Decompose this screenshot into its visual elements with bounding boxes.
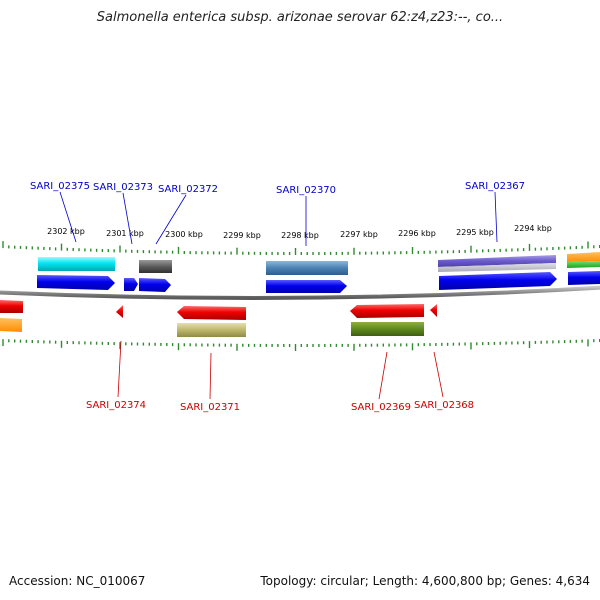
gene-label[interactable]: SARI_02369 (351, 402, 411, 413)
gene-label[interactable]: SARI_02367 (465, 181, 525, 192)
gene-block-steel-blue[interactable] (266, 261, 348, 275)
leader-line (378, 351, 388, 400)
gene-block-dark-gray[interactable] (139, 260, 172, 273)
gene-block-green[interactable] (567, 261, 600, 268)
scale-labels: 2302 kbp 2301 kbp 2300 kbp 2299 kbp 2298… (47, 224, 552, 240)
gene-label[interactable]: SARI_02373 (93, 182, 153, 193)
gene-arrow-forward[interactable] (568, 271, 600, 285)
scale-label: 2301 kbp (106, 229, 144, 238)
gene-arrow-forward[interactable] (439, 272, 557, 290)
gene-arrow-reverse[interactable] (430, 304, 437, 317)
leader-line (209, 352, 212, 400)
leader-line (433, 351, 444, 398)
topology-text: Topology: circular; Length: 4,600,800 bp… (260, 574, 590, 588)
scale-label: 2300 kbp (165, 230, 203, 239)
upper-feature-track (38, 252, 600, 275)
gene-arrow-forward[interactable] (124, 278, 138, 291)
gene-label[interactable]: SARI_02371 (180, 402, 240, 413)
gene-block-olive[interactable] (351, 322, 424, 336)
leader-line (494, 191, 498, 243)
gene-arrow-reverse[interactable] (116, 305, 123, 318)
gene-arrow-reverse[interactable] (177, 306, 246, 320)
scale-label: 2295 kbp (456, 228, 494, 237)
gene-label[interactable]: SARI_02375 (30, 181, 90, 192)
leader-line (155, 194, 187, 245)
accession-text: Accession: NC_010067 (9, 574, 146, 588)
gene-block-orange[interactable] (0, 318, 22, 332)
gene-label[interactable]: SARI_02370 (276, 185, 336, 196)
leader-line (122, 192, 133, 245)
gene-label[interactable]: SARI_02372 (158, 184, 218, 195)
forward-strand-track (37, 271, 600, 293)
genome-backbone (0, 285, 600, 300)
scale-label: 2298 kbp (281, 231, 319, 240)
scale-label: 2297 kbp (340, 230, 378, 239)
scale-ticks-top (2, 241, 600, 255)
upper-leader-lines (59, 191, 498, 246)
scale-label: 2294 kbp (514, 224, 552, 233)
leader-line (117, 340, 122, 398)
scale-label: 2299 kbp (223, 231, 261, 240)
gene-block-khaki[interactable] (177, 323, 246, 337)
lower-leader-lines (117, 340, 444, 400)
gene-arrow-forward[interactable] (266, 280, 347, 293)
gene-arrow-reverse[interactable] (350, 304, 424, 318)
upper-gene-labels: SARI_02375 SARI_02373 SARI_02372 SARI_02… (30, 181, 525, 196)
lower-gene-labels: SARI_02374 SARI_02371 SARI_02369 SARI_02… (86, 400, 474, 413)
gene-arrow-forward[interactable] (139, 278, 171, 292)
gene-block-cyan[interactable] (38, 257, 115, 271)
lower-feature-track (0, 318, 424, 337)
scale-ticks-bottom (2, 339, 600, 351)
scale-label: 2302 kbp (47, 227, 85, 236)
genome-title: Salmonella enterica subsp. arizonae sero… (96, 10, 504, 25)
leader-line (59, 191, 77, 243)
gene-label[interactable]: SARI_02374 (86, 400, 146, 411)
scale-label: 2296 kbp (398, 229, 436, 238)
gene-arrow-forward[interactable] (37, 275, 115, 290)
gene-label[interactable]: SARI_02368 (414, 400, 474, 411)
gene-arrow-reverse[interactable] (0, 300, 23, 313)
gene-block-orange[interactable] (567, 252, 600, 262)
reverse-strand-track (0, 300, 437, 320)
gene-block-silver[interactable] (438, 263, 556, 272)
